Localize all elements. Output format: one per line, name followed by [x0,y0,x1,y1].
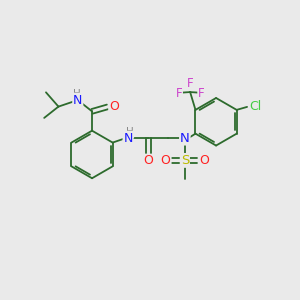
Text: N: N [73,94,83,106]
Text: F: F [187,77,194,90]
Text: O: O [160,154,170,167]
Text: N: N [123,132,133,145]
Text: H: H [73,88,81,98]
Text: F: F [176,87,182,100]
Text: F: F [198,87,205,100]
Text: O: O [199,154,209,167]
Text: H: H [126,127,134,137]
Text: Cl: Cl [249,100,261,113]
Text: O: O [143,154,153,167]
Text: N: N [180,132,190,145]
Text: S: S [181,154,189,167]
Text: O: O [109,100,119,113]
